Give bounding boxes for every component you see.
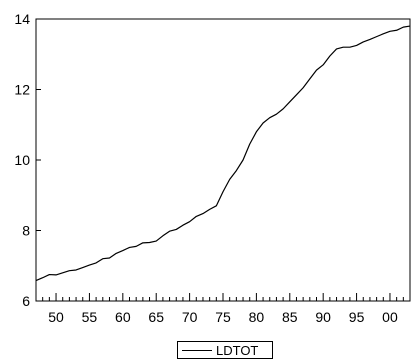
y-tick-label: 12 bbox=[14, 82, 30, 98]
chart-legend: LDTOT bbox=[177, 341, 273, 359]
x-tick-label: 00 bbox=[382, 309, 398, 325]
y-tick-label: 6 bbox=[22, 293, 30, 309]
x-tick-label: 60 bbox=[115, 309, 131, 325]
y-tick-label: 14 bbox=[14, 11, 30, 27]
x-tick-label: 90 bbox=[315, 309, 331, 325]
y-tick-label: 10 bbox=[14, 152, 30, 168]
y-tick-label: 8 bbox=[22, 223, 30, 239]
legend-label: LDTOT bbox=[216, 342, 259, 358]
legend-line-swatch bbox=[182, 349, 212, 351]
x-tick-label: 75 bbox=[215, 309, 231, 325]
x-tick-label: 70 bbox=[182, 309, 198, 325]
series-line-ldtot bbox=[35, 25, 411, 282]
x-tick-label: 55 bbox=[82, 309, 98, 325]
x-tick-label: 85 bbox=[282, 309, 298, 325]
x-tick-label: 95 bbox=[349, 309, 365, 325]
x-tick-label: 65 bbox=[148, 309, 164, 325]
x-tick-label: 80 bbox=[249, 309, 265, 325]
x-tick-label: 50 bbox=[48, 309, 64, 325]
plot-frame bbox=[35, 18, 411, 302]
